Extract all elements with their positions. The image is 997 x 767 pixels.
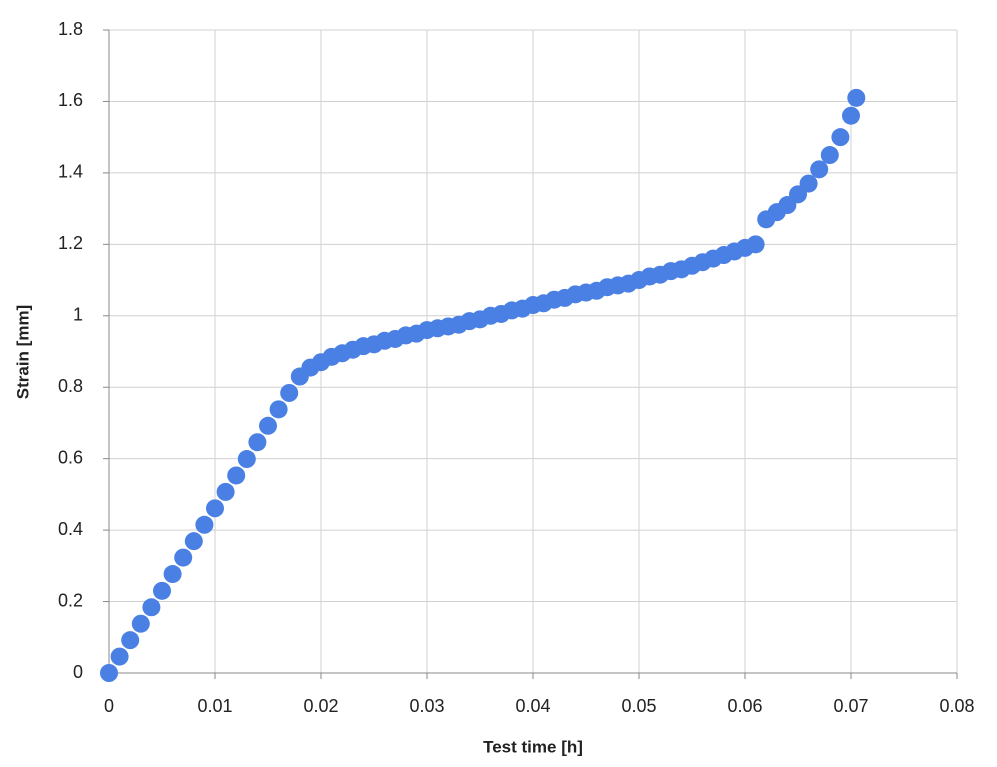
point xyxy=(174,548,193,567)
point xyxy=(195,515,214,534)
x-tick-label: 0.02 xyxy=(303,696,338,716)
y-tick-label: 1.2 xyxy=(58,233,83,253)
point xyxy=(206,499,224,518)
x-tick-label: 0.03 xyxy=(409,696,444,716)
point xyxy=(280,383,299,402)
point xyxy=(831,128,850,147)
point xyxy=(248,433,267,452)
point xyxy=(216,482,235,501)
point xyxy=(153,581,171,600)
point xyxy=(163,565,182,584)
y-axis-title: Strain [mm] xyxy=(13,305,32,399)
y-tick-label: 0.6 xyxy=(58,447,83,467)
y-tick-label: 0.8 xyxy=(58,376,83,396)
point xyxy=(842,106,860,125)
point xyxy=(131,614,150,633)
point xyxy=(237,450,256,469)
y-tick-label: 1.8 xyxy=(58,19,83,39)
x-tick-label: 0.05 xyxy=(621,696,656,716)
point xyxy=(100,664,118,682)
point xyxy=(799,174,818,193)
point xyxy=(847,88,866,107)
y-tick-label: 1 xyxy=(73,305,83,325)
point xyxy=(184,532,203,551)
point xyxy=(269,400,288,419)
point xyxy=(110,647,129,666)
point xyxy=(746,235,765,254)
x-tick-label: 0.08 xyxy=(939,696,974,716)
y-tick-label: 1.6 xyxy=(58,90,83,110)
y-tick-label: 1.4 xyxy=(58,162,83,182)
x-axis-title: Test time [h] xyxy=(483,737,583,756)
point xyxy=(259,416,277,435)
y-tick-label: 0 xyxy=(73,662,83,682)
x-tick-label: 0.04 xyxy=(515,696,550,716)
x-tick-label: 0 xyxy=(104,696,114,716)
y-tick-label: 0.2 xyxy=(58,590,83,610)
point xyxy=(142,598,161,617)
point xyxy=(227,466,246,485)
y-tick-label: 0.4 xyxy=(58,519,83,539)
point xyxy=(121,631,140,650)
point xyxy=(810,160,829,179)
x-tick-label: 0.06 xyxy=(727,696,762,716)
point xyxy=(820,146,839,165)
x-tick-label: 0.01 xyxy=(197,696,232,716)
x-tick-label: 0.07 xyxy=(833,696,868,716)
